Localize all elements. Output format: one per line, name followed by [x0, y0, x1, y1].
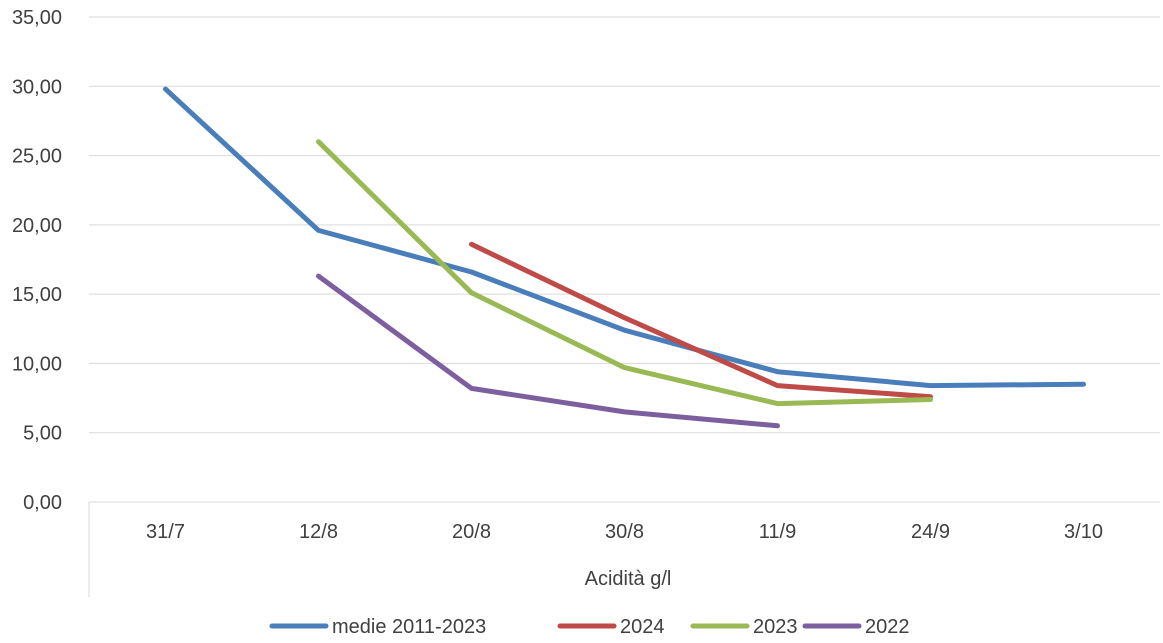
- x-tick-label: 11/9: [759, 521, 796, 543]
- x-tick-label: 3/10: [1064, 521, 1103, 543]
- series-line-medie 2011-2023: [163, 86, 1086, 389]
- y-tick-label: 5,00: [23, 423, 62, 445]
- legend-label: medie 2011-2023: [332, 616, 486, 638]
- y-tick-label: 15,00: [12, 284, 62, 306]
- y-tick-label: 35,00: [12, 7, 62, 29]
- legend-label: 2022: [865, 616, 910, 638]
- x-tick-label: 31/7: [146, 521, 185, 543]
- series-line-2024: [469, 241, 933, 400]
- legend-item[interactable]: 2024: [557, 616, 665, 638]
- legend-item[interactable]: 2022: [802, 616, 910, 638]
- x-tick-label: 24/9: [911, 521, 950, 543]
- x-tick-label: 20/8: [452, 521, 491, 543]
- y-axis-tick-labels: 0,00 5,00 10,00 15,00 20,00 25,00 30,00 35,00: [12, 7, 62, 514]
- legend-label: 2023: [753, 616, 798, 638]
- x-axis-title: Acidità g/l: [585, 568, 672, 590]
- x-tick-label: 12/8: [299, 521, 338, 543]
- gridlines: [89, 16, 1160, 434]
- legend[interactable]: medie 2011-2023 2024 2023 2022: [269, 616, 910, 638]
- series-line-2023: [316, 139, 933, 407]
- axes: [88, 501, 1160, 597]
- legend-item[interactable]: 2023: [690, 616, 798, 638]
- y-tick-label: 0,00: [23, 492, 62, 514]
- legend-item[interactable]: medie 2011-2023: [269, 616, 486, 638]
- x-axis-tick-labels: 31/7 12/8 20/8 30/8 11/9 24/9 3/10: [146, 521, 1103, 543]
- y-tick-label: 25,00: [12, 146, 62, 168]
- y-tick-label: 30,00: [12, 76, 62, 98]
- y-tick-label: 20,00: [12, 215, 62, 237]
- series-lines: [163, 86, 1086, 429]
- legend-label: 2024: [620, 616, 665, 638]
- y-tick-label: 10,00: [12, 353, 62, 375]
- x-tick-label: 30/8: [605, 521, 644, 543]
- series-line-2022: [316, 273, 780, 429]
